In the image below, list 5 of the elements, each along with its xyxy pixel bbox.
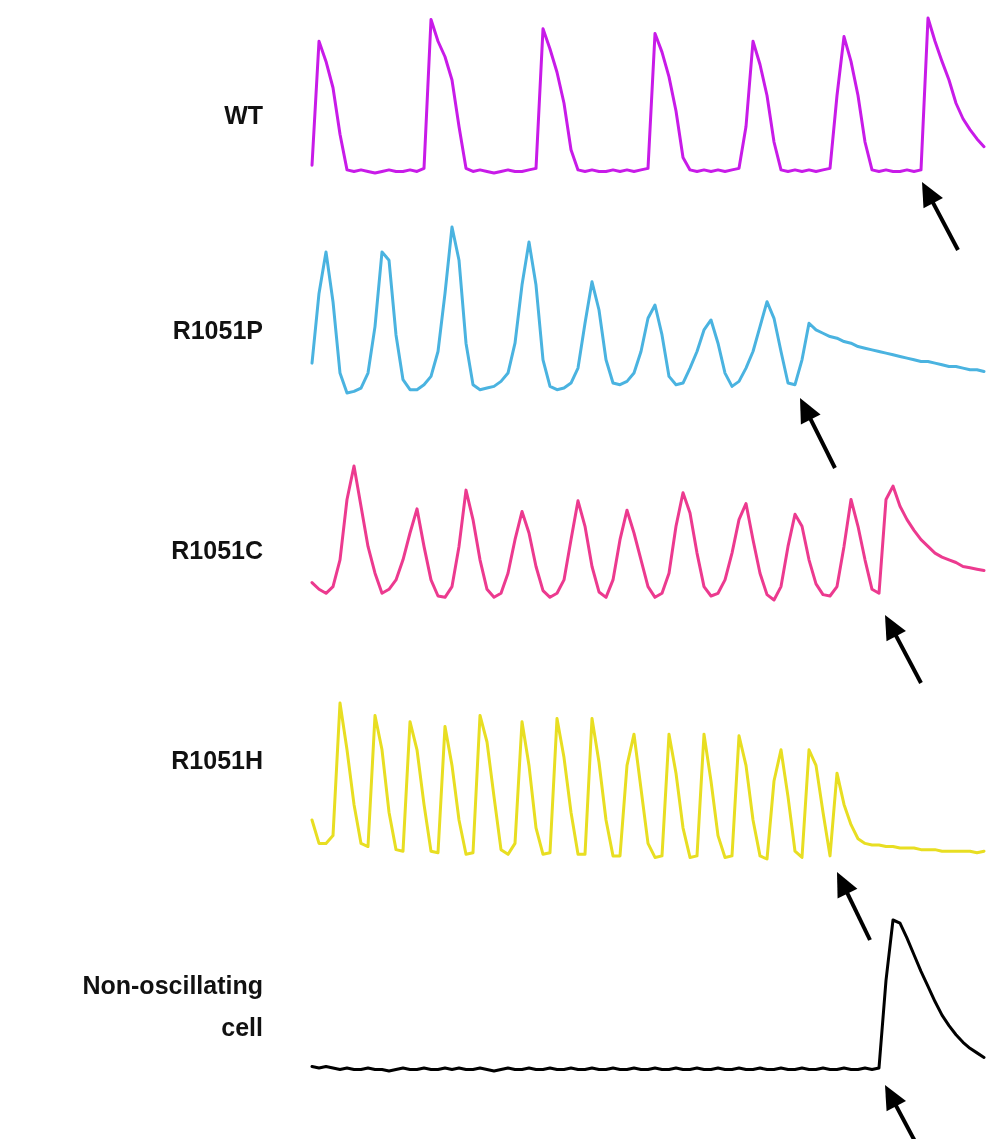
text: R1051C [170,535,263,566]
text: WT [223,100,263,131]
text: R1051P [171,315,263,346]
text: Non-oscillating cell [81,970,263,1043]
text: R1051H [170,745,263,776]
